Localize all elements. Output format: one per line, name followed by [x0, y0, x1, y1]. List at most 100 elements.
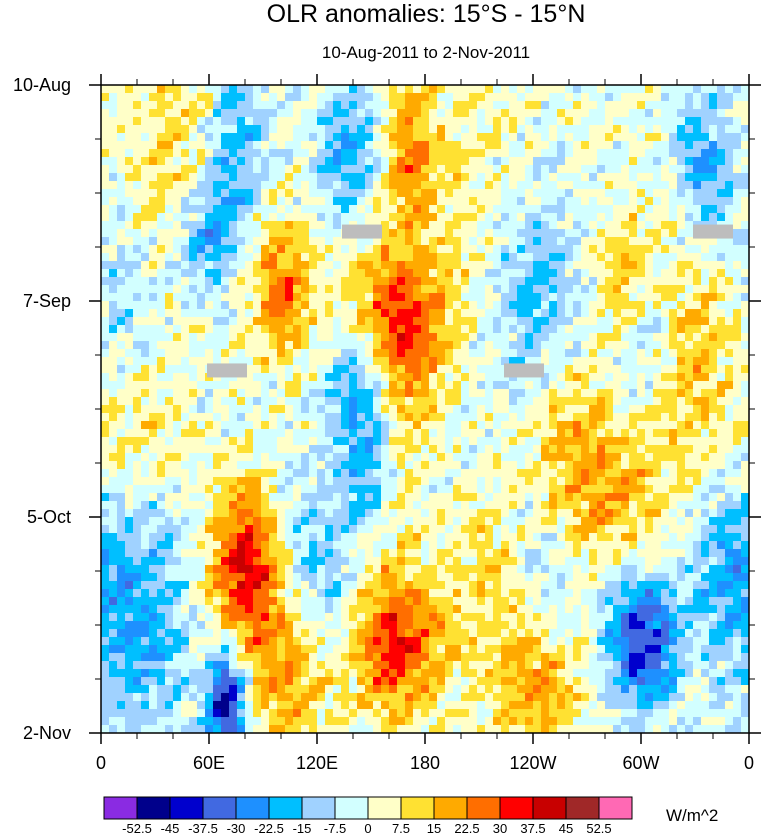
field-cell	[477, 541, 486, 550]
field-cell	[581, 325, 590, 334]
field-cell	[389, 261, 398, 270]
field-cell	[229, 477, 238, 486]
field-cell	[477, 277, 486, 286]
field-cell	[725, 429, 734, 438]
field-cell	[677, 413, 686, 422]
field-cell	[469, 445, 478, 454]
field-cell	[717, 453, 726, 462]
field-cell	[229, 557, 238, 566]
field-cell	[549, 429, 558, 438]
field-cell	[205, 157, 214, 166]
field-cell	[517, 101, 526, 110]
field-cell	[549, 141, 558, 150]
field-cell	[421, 397, 430, 406]
field-cell	[685, 421, 694, 430]
field-cell	[109, 445, 118, 454]
field-cell	[477, 533, 486, 542]
field-cell	[517, 229, 526, 238]
field-cell	[605, 309, 614, 318]
field-cell	[389, 189, 398, 198]
field-cell	[341, 485, 350, 494]
field-cell	[149, 333, 158, 342]
field-cell	[709, 421, 718, 430]
field-cell	[565, 133, 574, 142]
field-cell	[333, 189, 342, 198]
field-cell	[157, 549, 166, 558]
field-cell	[605, 125, 614, 134]
field-cell	[373, 557, 382, 566]
field-cell	[253, 109, 262, 118]
field-cell	[525, 493, 534, 502]
field-cell	[301, 117, 310, 126]
field-cell	[645, 125, 654, 134]
field-cell	[597, 261, 606, 270]
field-cell	[509, 213, 518, 222]
field-cell	[165, 117, 174, 126]
field-cell	[557, 373, 566, 382]
field-cell	[405, 341, 414, 350]
field-cell	[629, 445, 638, 454]
field-cell	[245, 181, 254, 190]
field-cell	[213, 317, 222, 326]
field-cell	[621, 109, 630, 118]
field-cell	[445, 325, 454, 334]
field-cell	[453, 141, 462, 150]
field-cell	[525, 181, 534, 190]
field-cell	[213, 333, 222, 342]
field-cell	[309, 333, 318, 342]
field-cell	[269, 373, 278, 382]
field-cell	[309, 141, 318, 150]
field-cell	[261, 261, 270, 270]
field-cell	[213, 261, 222, 270]
field-cell	[109, 189, 118, 198]
field-cell	[685, 285, 694, 294]
field-cell	[349, 349, 358, 358]
field-cell	[741, 437, 750, 446]
field-cell	[717, 133, 726, 142]
field-cell	[469, 317, 478, 326]
field-cell	[541, 445, 550, 454]
field-cell	[109, 293, 118, 302]
field-cell	[653, 157, 662, 166]
field-cell	[301, 237, 310, 246]
field-cell	[181, 525, 190, 534]
field-cell	[357, 93, 366, 102]
field-cell	[373, 365, 382, 374]
field-cell	[581, 525, 590, 534]
field-cell	[213, 501, 222, 510]
field-cell	[645, 477, 654, 486]
field-cell	[413, 573, 422, 582]
field-cell	[181, 469, 190, 478]
field-cell	[205, 525, 214, 534]
field-cell	[565, 269, 574, 278]
field-cell	[437, 213, 446, 222]
field-cell	[413, 333, 422, 342]
field-cell	[197, 133, 206, 142]
field-cell	[469, 365, 478, 374]
field-cell	[205, 405, 214, 414]
field-cell	[149, 365, 158, 374]
field-cell	[709, 405, 718, 414]
field-cell	[261, 245, 270, 254]
field-cell	[133, 437, 142, 446]
field-cell	[573, 389, 582, 398]
field-cell	[317, 85, 326, 94]
field-cell	[349, 237, 358, 246]
field-cell	[333, 277, 342, 286]
field-cell	[125, 469, 134, 478]
field-cell	[221, 533, 230, 542]
field-cell	[269, 269, 278, 278]
field-cell	[261, 413, 270, 422]
field-cell	[397, 349, 406, 358]
field-cell	[653, 517, 662, 526]
field-cell	[589, 565, 598, 574]
field-cell	[437, 221, 446, 230]
field-cell	[557, 261, 566, 270]
field-cell	[581, 397, 590, 406]
field-cell	[645, 381, 654, 390]
field-cell	[597, 501, 606, 510]
field-cell	[373, 93, 382, 102]
field-cell	[693, 533, 702, 542]
field-cell	[541, 525, 550, 534]
field-cell	[141, 357, 150, 366]
